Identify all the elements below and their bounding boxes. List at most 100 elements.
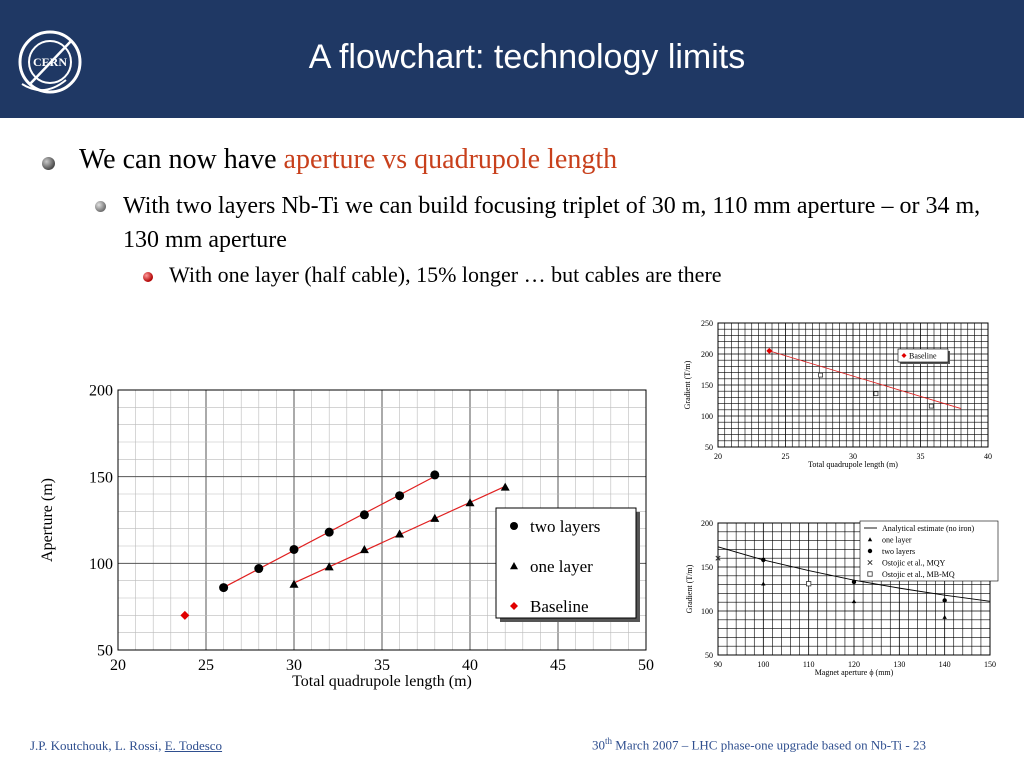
x-tick-label: 35	[374, 657, 390, 674]
x-axis-label: Total quadrupole length (m)	[292, 673, 472, 690]
legend-label: two layers	[530, 517, 600, 536]
data-point-circle	[851, 579, 857, 585]
footer-author-link[interactable]: E. Todesco	[164, 738, 223, 753]
data-point-diamond	[766, 347, 773, 354]
bullet-accent: aperture vs quadrupole length	[283, 144, 618, 175]
chart-aperture-vs-length: 20 25 30 35 40 45 50 50 100 150 200 Total quadrupol…	[39, 383, 654, 690]
y-tick-label: 50	[705, 651, 713, 660]
y-tick-label: 100	[89, 556, 113, 573]
footer-date-num: 30	[592, 737, 605, 753]
x-tick-label: 140	[939, 660, 951, 669]
data-point-circle	[395, 491, 405, 501]
legend-label: Analytical estimate (no iron)	[882, 524, 975, 533]
data-point-open-square	[806, 581, 812, 587]
legend-label: one layer	[882, 536, 912, 545]
legend-marker-x	[867, 559, 873, 566]
chart-gradient-vs-length: 20 25 30 35 40 50 100 150 200 250 Total quadrupole…	[683, 319, 992, 469]
x-tick-label: 40	[984, 452, 992, 461]
legend-box	[495, 507, 637, 619]
plot-frame	[717, 322, 989, 448]
x-tick-label: 100	[757, 660, 769, 669]
data-point-triangle	[359, 544, 369, 554]
legend-label: Ostojic et al., MQY	[882, 559, 946, 568]
x-tick-label: 50	[638, 657, 654, 674]
y-tick-label: 50	[705, 443, 713, 452]
data-point-open-square	[928, 403, 934, 409]
x-tick-label: 40	[462, 657, 478, 674]
bullet-level-1: We can now have aperture vs quadrupole l…	[42, 144, 617, 176]
x-tick-label: 90	[714, 660, 722, 669]
bullet-text: With two layers Nb-Ti we can build focus…	[123, 193, 981, 253]
bullet-dot-icon	[42, 157, 55, 170]
y-tick-label: 100	[701, 412, 713, 421]
footer-authors-text: J.P. Koutchouk, L. Rossi,	[30, 738, 165, 753]
legend-marker-diamond	[901, 353, 907, 358]
legend-box	[859, 520, 999, 582]
data-point-circle	[219, 583, 229, 593]
legend-label: two layers	[882, 547, 915, 556]
slide-header: CERN A flowchart: technology limits	[0, 0, 1024, 118]
page-title: A flowchart: technology limits	[308, 38, 746, 76]
x-tick-label: 25	[782, 452, 790, 461]
x-tick-label: 35	[917, 452, 925, 461]
legend-label: Ostojic et al., MB-MQ	[882, 570, 955, 579]
data-point-triangle	[395, 529, 405, 538]
y-tick-label: 200	[701, 350, 713, 359]
legend-marker-triangle	[510, 562, 518, 570]
y-axis-label: Aperture (m)	[39, 478, 56, 562]
x-tick-label: 110	[803, 660, 815, 669]
footer-info: 30th March 2007 – LHC phase-one upgrade …	[592, 736, 926, 753]
y-axis-label: Gradient (T/m)	[683, 360, 692, 409]
x-tick-label: 20	[714, 452, 722, 461]
data-point-circle	[324, 527, 334, 537]
bullet-dot-icon	[95, 201, 106, 212]
data-point-triangle	[430, 513, 440, 522]
chart-gradient-vs-aperture: 90 100 110 120 130 140 150 50 100 150 200 Magnet ap…	[685, 519, 999, 677]
y-tick-label: 150	[701, 381, 713, 390]
x-tick-label: 45	[550, 657, 566, 674]
y-tick-label: 200	[89, 383, 113, 400]
trend-line	[769, 350, 962, 409]
y-tick-label: 100	[701, 607, 713, 616]
y-tick-label: 150	[89, 469, 113, 486]
data-point-triangle	[851, 599, 857, 604]
x-tick-label: 150	[984, 660, 996, 669]
bullet-text: We can now have aperture vs quadrupole l…	[79, 144, 617, 176]
y-tick-label: 50	[97, 643, 113, 660]
y-tick-label: 150	[701, 563, 713, 572]
x-tick-label: 120	[848, 660, 860, 669]
x-tick-label: 30	[849, 452, 857, 461]
x-tick-label: 25	[198, 657, 214, 674]
legend-marker-circle	[510, 522, 518, 530]
legend-label: one layer	[530, 557, 593, 576]
x-tick-label: 130	[893, 660, 905, 669]
plot-frame	[117, 389, 647, 651]
legend-marker-circle	[867, 548, 873, 554]
footer-date-sup: th	[605, 736, 613, 746]
x-tick-label: 20	[110, 657, 126, 674]
legend-label: Baseline	[909, 352, 937, 361]
data-point-circle	[359, 510, 369, 520]
legend-marker-triangle	[867, 537, 873, 542]
data-point-circle	[942, 598, 947, 603]
footer-date-rest: March 2007 – LHC phase-one upgrade based…	[612, 737, 927, 753]
y-tick-label: 250	[701, 319, 713, 328]
bullet-text: With one layer (half cable), 15% longer …	[169, 262, 722, 287]
legend-marker-open-square	[867, 571, 873, 577]
data-point-triangle	[289, 579, 299, 588]
y-tick-label: 200	[701, 519, 713, 528]
bullet-dot-icon	[143, 272, 153, 282]
data-point-triangle	[324, 562, 334, 571]
data-point-circle	[430, 470, 440, 480]
data-point-triangle	[465, 498, 475, 507]
bullet-level-2: With two layers Nb-Ti we can build focus…	[95, 189, 995, 257]
plot-frame	[717, 522, 991, 656]
cern-logo-icon: CERN	[18, 30, 82, 94]
legend-marker-diamond	[510, 602, 518, 610]
data-point-x	[715, 555, 721, 561]
data-point-open-square	[873, 391, 879, 397]
legend-box	[897, 348, 949, 363]
y-axis-label: Gradient (T/m)	[685, 564, 694, 613]
legend-label: Baseline	[530, 597, 589, 616]
footer-authors: J.P. Koutchouk, L. Rossi, E. Todesco	[30, 738, 222, 754]
